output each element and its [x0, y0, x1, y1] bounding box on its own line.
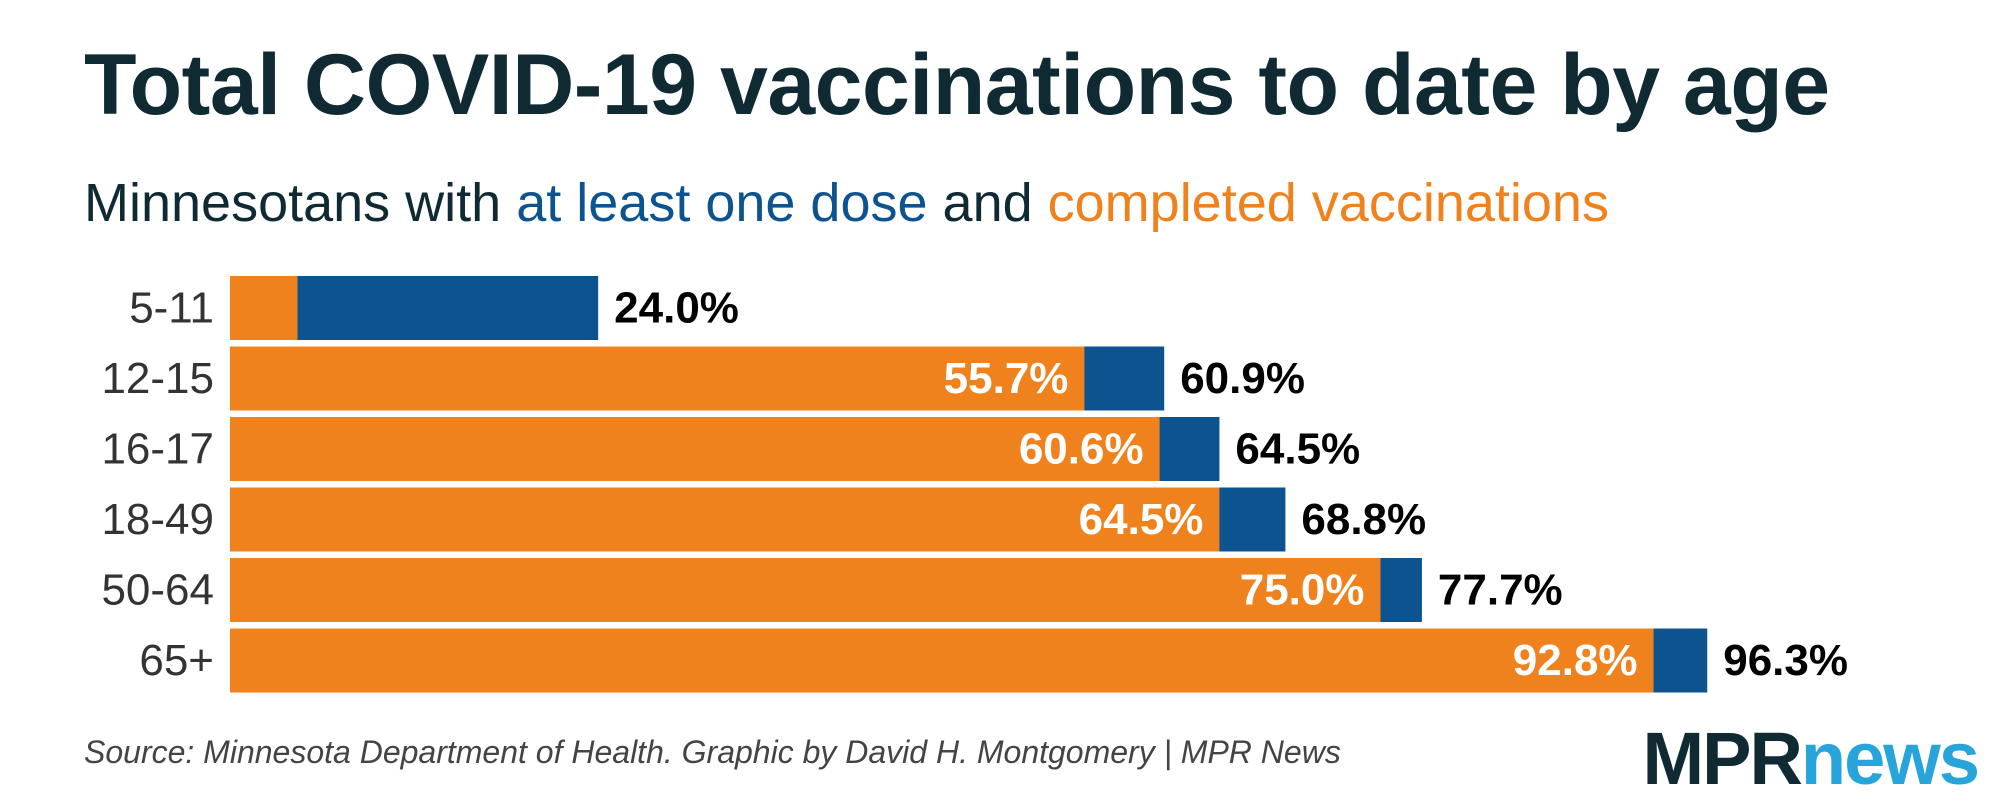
- subtitle-prefix: Minnesotans with: [84, 173, 517, 233]
- chart-subtitle: Minnesotans with at least one dose and c…: [84, 172, 1609, 234]
- legend-completed-vaccinations: completed vaccinations: [1047, 173, 1609, 233]
- data-label-completed: 92.8%: [1513, 636, 1638, 685]
- data-label-at-least-one-dose: 64.5%: [1235, 425, 1360, 474]
- data-label-at-least-one-dose: 77.7%: [1438, 566, 1563, 615]
- data-label-completed: 75.0%: [1240, 566, 1365, 615]
- category-label: 5-11: [129, 284, 214, 333]
- subtitle-middle: and: [927, 173, 1048, 233]
- data-label-completed: 55.7%: [944, 354, 1069, 403]
- category-label: 18-49: [101, 495, 214, 544]
- bar-completed: [230, 276, 298, 340]
- bar-completed: [230, 346, 1085, 411]
- category-label: 65+: [139, 636, 214, 685]
- category-label: 50-64: [101, 566, 214, 615]
- bar-completed: [230, 487, 1220, 552]
- logo-news-text: news: [1800, 717, 1980, 800]
- category-label: 12-15: [101, 354, 214, 403]
- bar-completed: [230, 417, 1160, 481]
- data-label-at-least-one-dose: 24.0%: [614, 284, 739, 333]
- source-note: Source: Minnesota Department of Health. …: [84, 734, 1341, 770]
- legend-at-least-one-dose: at least one dose: [516, 173, 928, 233]
- category-label: 16-17: [101, 425, 214, 474]
- mpr-news-logo: MPRnews: [1642, 716, 1980, 801]
- data-label-at-least-one-dose: 68.8%: [1301, 495, 1426, 544]
- data-label-at-least-one-dose: 96.3%: [1723, 636, 1848, 685]
- chart-title: Total COVID-19 vaccinations to date by a…: [84, 37, 1830, 133]
- data-label-at-least-one-dose: 60.9%: [1180, 354, 1305, 403]
- data-label-completed: 64.5%: [1079, 495, 1204, 544]
- bar-completed: [230, 558, 1381, 622]
- bar-completed: [230, 628, 1654, 693]
- logo-mpr-text: MPR: [1642, 717, 1802, 800]
- data-label-completed: 60.6%: [1019, 425, 1144, 474]
